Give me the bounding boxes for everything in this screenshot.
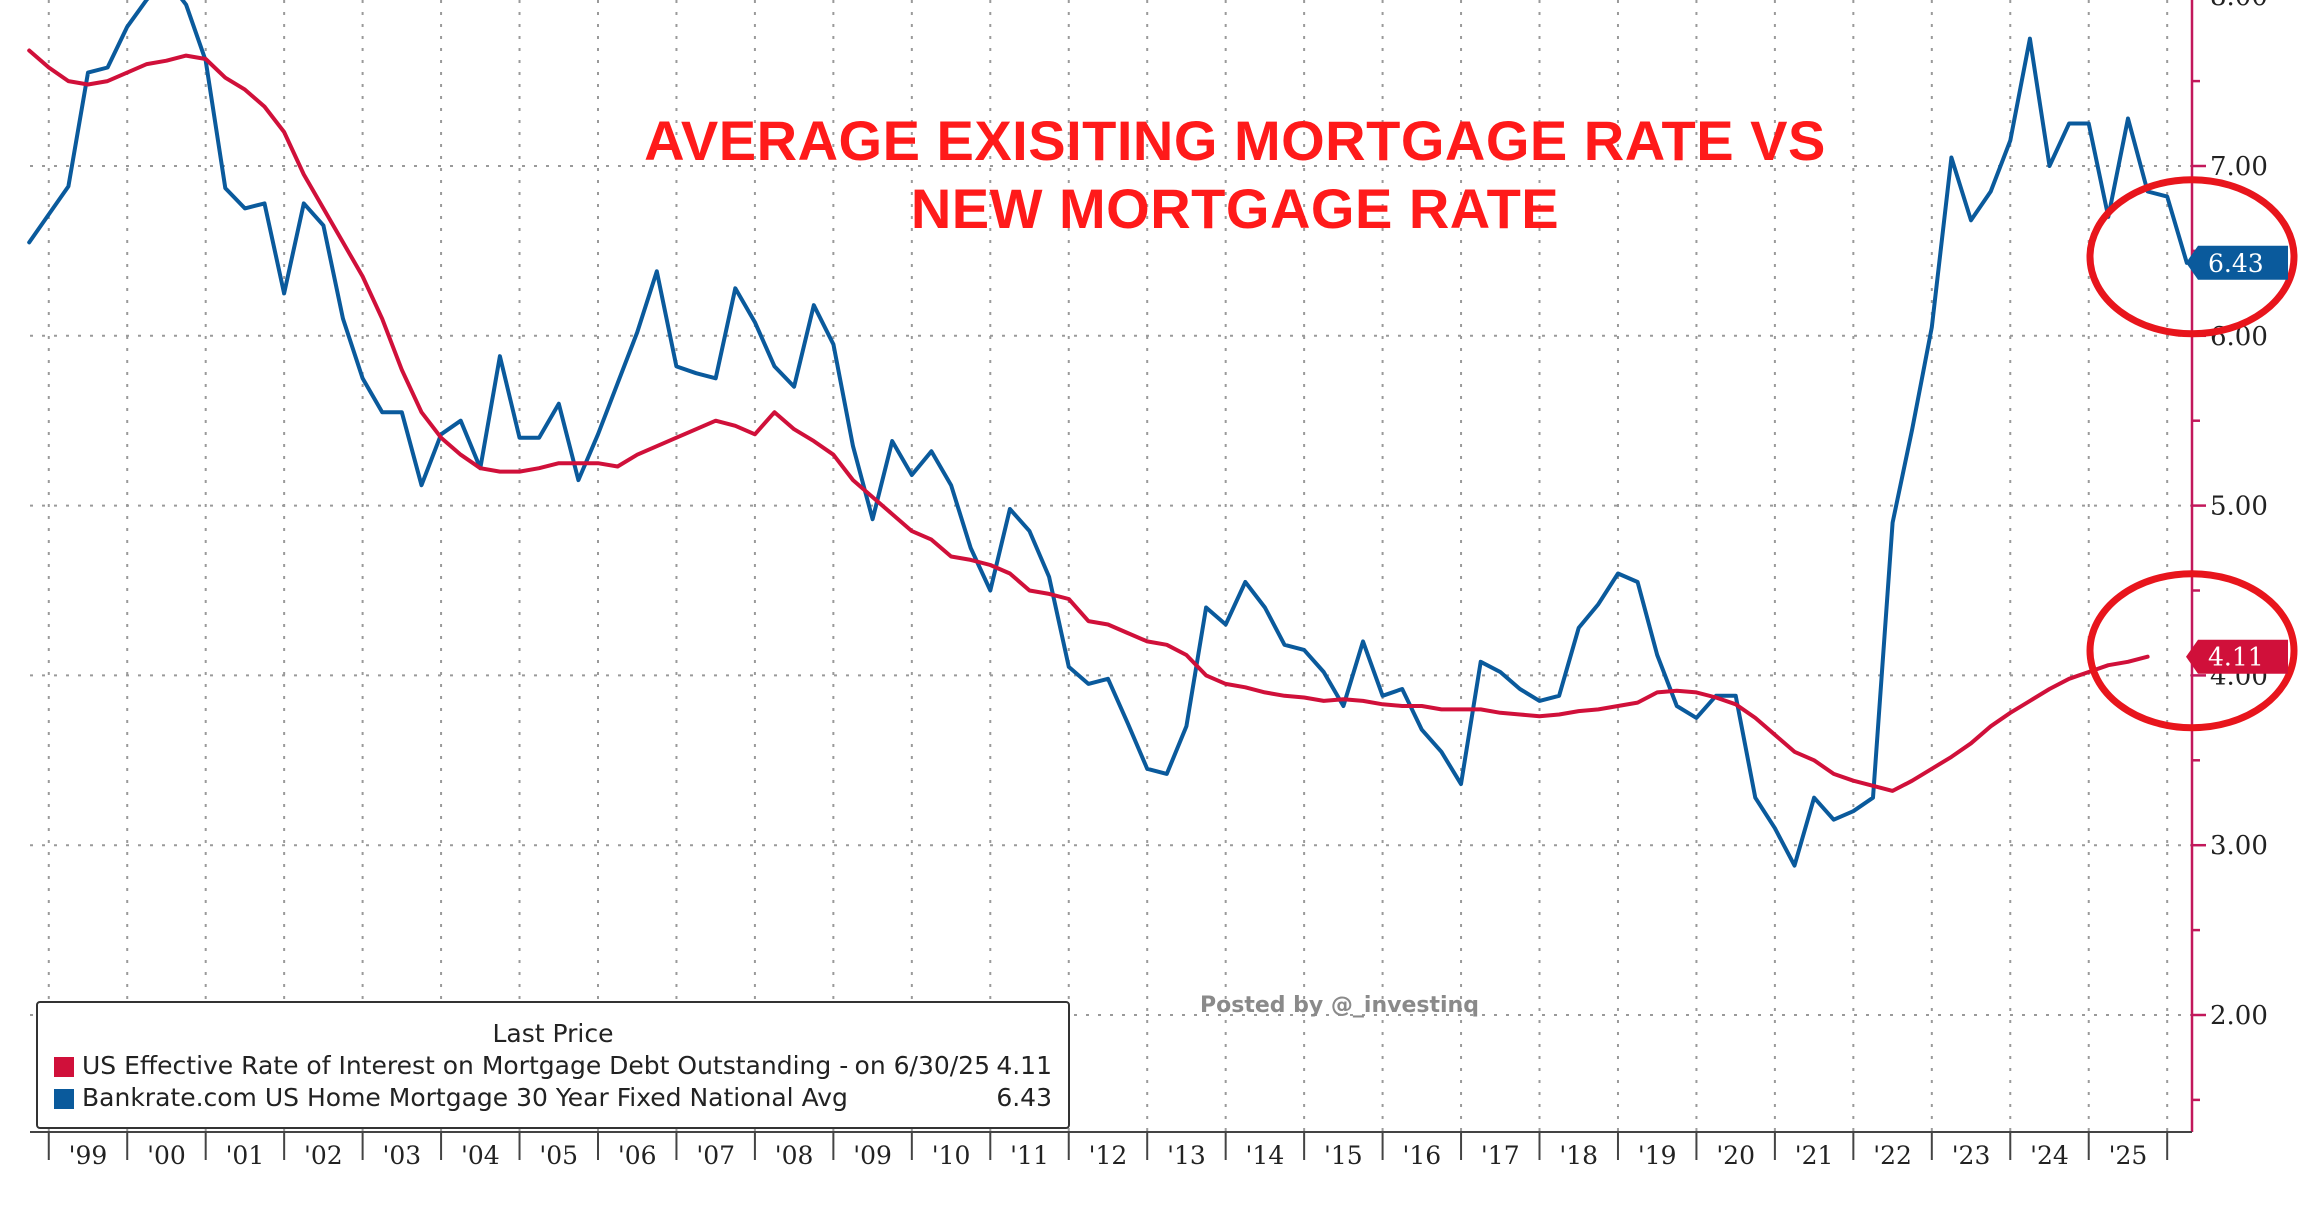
- x-tick-label: '01: [226, 1141, 265, 1170]
- x-tick-label: '24: [2030, 1141, 2069, 1170]
- x-tick-label: '08: [775, 1141, 814, 1170]
- last-value-tag-text: 6.43: [2208, 249, 2264, 278]
- x-tick-label: '14: [1246, 1141, 1285, 1170]
- y-tick-label: 8.00: [2210, 0, 2268, 12]
- series-line-existing-mortgage: [27, 48, 2150, 793]
- y-tick-label: 3.00: [2210, 831, 2268, 861]
- last-value-tag: 4.11: [2186, 639, 2288, 674]
- legend-date: on 6/30/25: [854, 1051, 990, 1080]
- legend: Last Price US Effective Rate of Interest…: [36, 1001, 1070, 1129]
- grid: [30, 0, 2192, 1132]
- x-tick-label: '13: [1167, 1141, 1206, 1170]
- x-tick-label: '99: [69, 1141, 108, 1170]
- x-tick-label: '05: [539, 1141, 578, 1170]
- x-tick-label: '10: [932, 1141, 971, 1170]
- x-tick-label: '18: [1559, 1141, 1598, 1170]
- axes: 2.003.004.005.006.007.008.00'99'00'01'02…: [30, 0, 2268, 1170]
- legend-entry: Bankrate.com US Home Mortgage 30 Year Fi…: [54, 1083, 1052, 1115]
- x-tick-label: '22: [1873, 1141, 1912, 1170]
- x-tick-label: '21: [1795, 1141, 1834, 1170]
- y-tick-label: 7.00: [2210, 152, 2268, 182]
- x-tick-label: '04: [461, 1141, 500, 1170]
- last-value-tag-text: 4.11: [2208, 643, 2264, 672]
- legend-label: US Effective Rate of Interest on Mortgag…: [82, 1051, 849, 1080]
- x-tick-label: '25: [2109, 1141, 2148, 1170]
- last-value-tag-bg: [2186, 639, 2288, 674]
- legend-entry: US Effective Rate of Interest on Mortgag…: [54, 1051, 1052, 1083]
- x-tick-label: '06: [618, 1141, 657, 1170]
- legend-label: Bankrate.com US Home Mortgage 30 Year Fi…: [82, 1083, 848, 1112]
- legend-swatch-red: [54, 1057, 74, 1077]
- x-tick-label: '16: [1402, 1141, 1441, 1170]
- x-tick-label: '03: [382, 1141, 421, 1170]
- legend-value: 6.43: [996, 1083, 1052, 1112]
- highlight-circle-new-rate: [2086, 176, 2298, 338]
- watermark: Posted by @_investinq: [1200, 993, 1479, 1018]
- y-tick-label: 2.00: [2210, 1001, 2268, 1031]
- legend-value: 4.11: [996, 1051, 1052, 1080]
- highlight-circles: [2086, 176, 2298, 732]
- chart-title-line-2: NEW MORTGAGE RATE: [910, 177, 1560, 240]
- x-tick-label: '07: [696, 1141, 735, 1170]
- y-tick-label: 5.00: [2210, 492, 2268, 522]
- x-tick-label: '11: [1010, 1141, 1049, 1170]
- x-tick-label: '23: [1952, 1141, 1991, 1170]
- value-labels: 6.43 4.11: [2186, 245, 2288, 674]
- series-line-new-mortgage: [27, 0, 2189, 868]
- x-tick-label: '19: [1638, 1141, 1677, 1170]
- highlight-circle-existing-rate: [2086, 570, 2298, 732]
- legend-header: Last Price: [492, 1019, 614, 1048]
- series-lines: [27, 0, 2189, 868]
- last-value-tag-bg: [2186, 245, 2288, 280]
- x-tick-label: '12: [1089, 1141, 1128, 1170]
- legend-swatch-blue: [54, 1089, 74, 1109]
- x-tick-label: '17: [1481, 1141, 1520, 1170]
- last-value-tag: 6.43: [2186, 245, 2288, 280]
- x-tick-label: '00: [147, 1141, 186, 1170]
- x-tick-label: '02: [304, 1141, 343, 1170]
- x-tick-label: '09: [853, 1141, 892, 1170]
- chart-title-line-1: AVERAGE EXISITING MORTGAGE RATE VS: [644, 109, 1826, 172]
- x-tick-label: '20: [1716, 1141, 1755, 1170]
- x-tick-label: '15: [1324, 1141, 1363, 1170]
